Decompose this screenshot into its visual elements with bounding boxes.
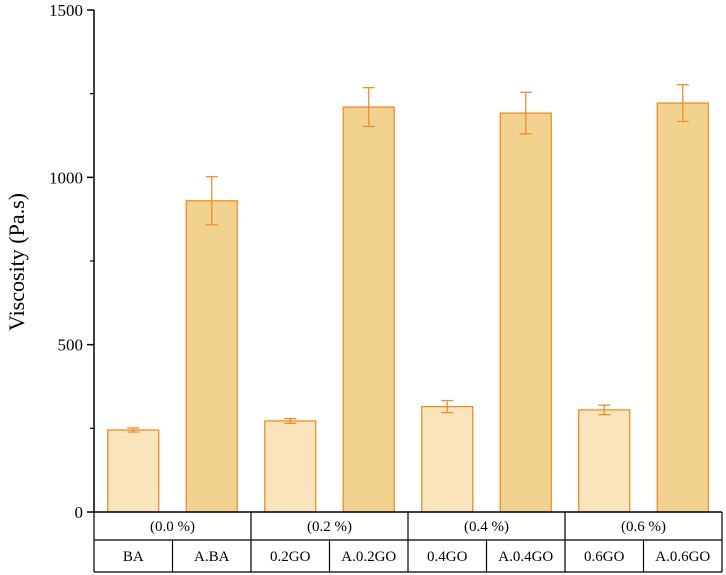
category-label: A.0.6GO (655, 549, 710, 565)
category-label: A.0.4GO (498, 549, 553, 565)
error-bar (441, 399, 454, 414)
y-tick-label: 1000 (49, 168, 83, 187)
bar-a-0-6go (656, 102, 709, 513)
error-bar (127, 427, 140, 433)
group-label: (0.0 %) (150, 519, 195, 535)
error-bar (362, 86, 375, 128)
category-label: A.BA (194, 549, 230, 565)
error-bar (205, 176, 218, 226)
error-bars (127, 83, 689, 433)
category-label: BA (123, 549, 144, 565)
category-label: 0.4GO (427, 549, 468, 565)
bar-a-ba (185, 200, 238, 513)
group-label: (0.2 %) (307, 519, 352, 535)
bar-0-6go (578, 409, 631, 513)
bar-ba (107, 429, 160, 513)
category-label: 0.2GO (270, 549, 311, 565)
category-table: (0.0 %) (0.2 %) (0.4 %) (0.6 %) BA A.BA 0.2GO A… (93, 511, 723, 573)
group-label: (0.4 %) (464, 519, 509, 535)
y-tick-label: 0 (75, 503, 84, 522)
bar-0-2go (264, 420, 317, 513)
category-label: A.0.2GO (341, 549, 396, 565)
bars (107, 102, 709, 513)
error-bar (284, 417, 297, 424)
bar-a-0-4go (499, 112, 552, 513)
error-bar (519, 91, 532, 135)
category-label: 0.6GO (584, 549, 625, 565)
bar-0-4go (421, 405, 474, 513)
y-tick-label: 1500 (49, 1, 83, 20)
error-bar (676, 83, 689, 123)
y-axis-title: Viscosity (Pa.s) (4, 193, 29, 331)
y-tick-label: 500 (58, 336, 84, 355)
error-bar (598, 404, 611, 416)
bar-a-0-2go (342, 106, 395, 513)
y-ticks: 0 500 1000 1500 (49, 1, 94, 522)
group-label: (0.6 %) (621, 519, 666, 535)
